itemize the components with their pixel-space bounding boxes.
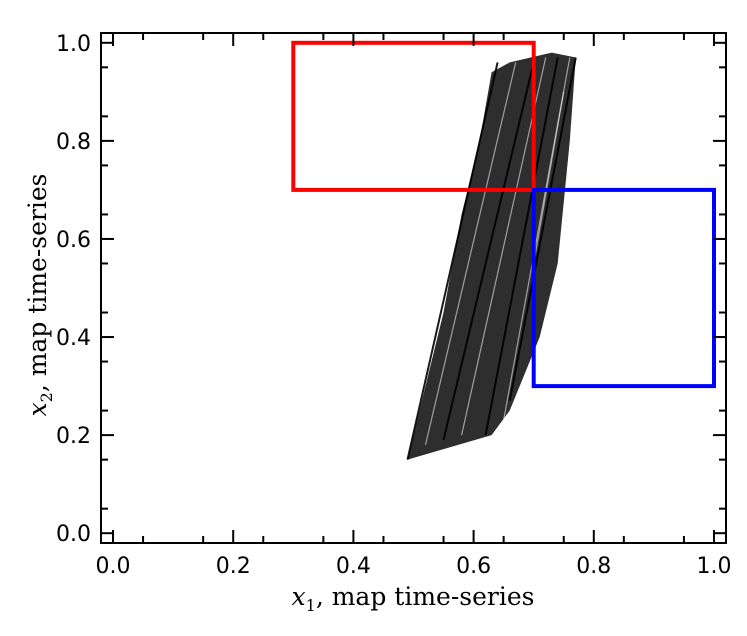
attractor-strand xyxy=(533,91,565,264)
y-tick-label: 0.2 xyxy=(56,424,91,449)
y-tick-label: 0.6 xyxy=(56,228,91,253)
x-axis-label-text: , map time-series xyxy=(316,582,535,611)
x-axis-label-sub: 1 xyxy=(306,596,316,615)
attractor-strand xyxy=(442,62,535,441)
axis-ticks xyxy=(101,33,726,543)
x-tick-label: 0.4 xyxy=(336,554,371,579)
y-tick-label: 0.4 xyxy=(56,326,91,351)
plot-content xyxy=(291,40,717,460)
x-tick-label: 0.6 xyxy=(456,554,491,579)
x-tick-label: 0.2 xyxy=(216,554,251,579)
y-tick-label: 1.0 xyxy=(56,32,91,57)
y-axis-label-sub: 2 xyxy=(37,392,56,402)
x-axis-label: x1, map time-series xyxy=(292,582,535,615)
y-axis-label-var: x xyxy=(23,402,52,416)
y-tick-label: 0.8 xyxy=(56,130,91,155)
plot-frame xyxy=(100,32,727,544)
red-region xyxy=(291,40,536,192)
y-tick-label: 0.0 xyxy=(56,522,91,547)
y-axis-label-text: , map time-series xyxy=(23,174,52,393)
x-axis-label-var: x xyxy=(292,582,306,611)
x-tick-label: 0.0 xyxy=(96,554,131,579)
y-axis-label: x2, map time-series xyxy=(23,174,56,417)
attractor-strand xyxy=(424,62,517,446)
x-tick-label: 1.0 xyxy=(696,554,731,579)
attractor-strand xyxy=(406,62,499,460)
blue-region xyxy=(531,187,717,389)
x-tick-label: 0.8 xyxy=(576,554,611,579)
attractor-strand xyxy=(508,57,577,401)
attractor-strand xyxy=(484,57,559,436)
tick-labels: 0.0 0.2 0.4 0.6 0.8 1.0 0.0 0.2 0.4 0.6 0.8 1.0 xyxy=(56,32,731,579)
attractor-strand xyxy=(461,57,547,436)
